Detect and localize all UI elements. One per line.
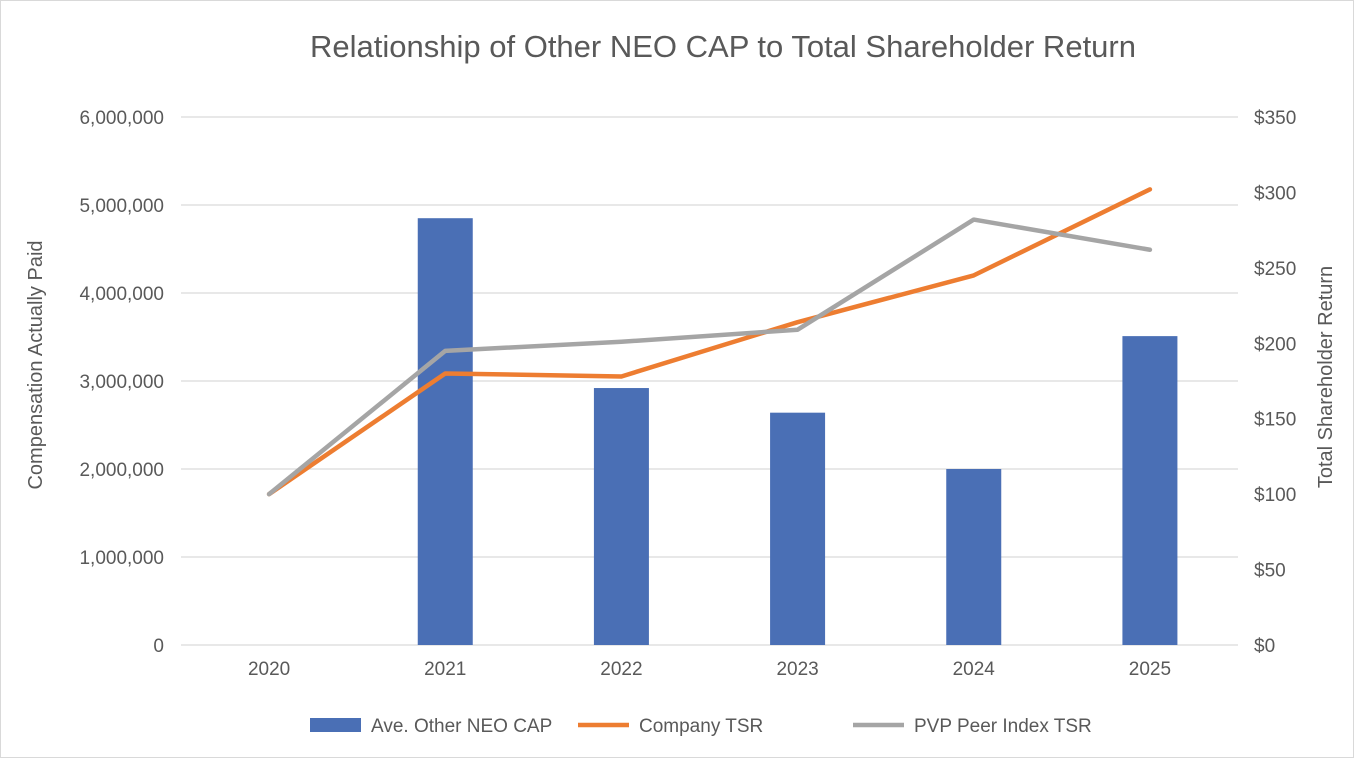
series-line	[266, 187, 1153, 497]
right-tick-label: $250	[1254, 259, 1296, 280]
chart-title: Relationship of Other NEO CAP to Total S…	[310, 29, 1136, 64]
bar	[417, 218, 473, 645]
left-tick-label: 0	[153, 636, 164, 657]
right-tick-label: $350	[1254, 108, 1296, 129]
legend-label: Ave. Other NEO CAP	[371, 716, 552, 737]
right-tick-label: $150	[1254, 410, 1296, 431]
left-tick-label: 5,000,000	[79, 196, 164, 217]
bar	[770, 412, 826, 645]
x-axis-ticks: 2020 2021 2022 2023 2024 2025	[248, 659, 1171, 680]
right-tick-label: $100	[1254, 485, 1296, 506]
x-tick-label: 2020	[248, 659, 290, 680]
line-series	[266, 187, 1153, 497]
series-line	[266, 217, 1153, 497]
legend-label: Company TSR	[639, 716, 763, 737]
x-tick-label: 2023	[776, 659, 818, 680]
left-tick-label: 6,000,000	[79, 108, 164, 129]
x-tick-label: 2022	[600, 659, 642, 680]
left-tick-label: 1,000,000	[79, 548, 164, 569]
right-tick-label: $200	[1254, 334, 1296, 355]
legend: Ave. Other NEO CAP Company TSR PVP Peer In…	[310, 716, 1092, 737]
right-tick-label: $0	[1254, 636, 1275, 657]
bar	[593, 388, 649, 645]
left-axis-ticks: 0 1,000,000 2,000,000 3,000,000 4,000,000 5,0…	[79, 108, 164, 657]
left-tick-label: 3,000,000	[79, 372, 164, 393]
right-tick-label: $300	[1254, 183, 1296, 204]
x-tick-label: 2025	[1129, 659, 1171, 680]
right-axis-ticks: $0 $50 $100 $150 $200 $250 $300 $350	[1254, 108, 1296, 657]
left-tick-label: 2,000,000	[79, 460, 164, 481]
left-tick-label: 4,000,000	[79, 284, 164, 305]
bar	[1122, 336, 1178, 645]
legend-label: PVP Peer Index TSR	[914, 716, 1092, 737]
right-axis-title: Total Shareholder Return	[1315, 266, 1337, 488]
right-tick-label: $50	[1254, 561, 1286, 582]
gridlines	[181, 116, 1238, 646]
x-tick-label: 2021	[424, 659, 466, 680]
bar	[946, 469, 1002, 645]
legend-swatch	[310, 718, 361, 732]
x-tick-label: 2024	[953, 659, 996, 680]
left-axis-title: Compensation Actually Paid	[25, 240, 47, 489]
bar-series	[417, 218, 1178, 645]
